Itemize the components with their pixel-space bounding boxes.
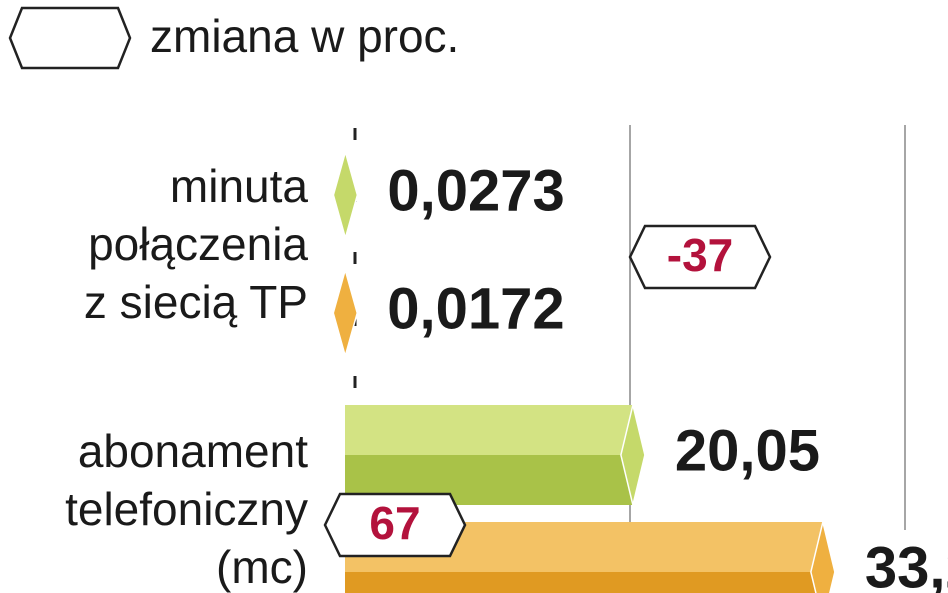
bar	[345, 405, 633, 505]
bar-cap	[810, 521, 836, 593]
category-line: (mc)	[216, 541, 308, 593]
category-line: połączenia	[88, 218, 308, 270]
value-label: 20,05	[675, 418, 820, 483]
bar-cap	[620, 404, 646, 506]
change-label: 67	[369, 497, 420, 549]
legend-symbol	[8, 6, 132, 70]
value-label: 0,0273	[387, 158, 564, 223]
bar-cap	[332, 149, 359, 241]
change-badge	[323, 492, 467, 558]
category-line: abonament	[78, 425, 308, 477]
category-line: z siecią TP	[84, 276, 308, 328]
value-label: 33,28	[865, 535, 948, 593]
category-line: telefoniczny	[65, 483, 308, 535]
category-label: abonament telefoniczny (mc)	[65, 425, 308, 593]
change-label: -37	[667, 229, 733, 281]
bar-cap	[332, 267, 359, 359]
legend-label: zmiana w proc.	[150, 10, 459, 62]
category-label: minuta połączenia z siecią TP	[84, 160, 309, 328]
value-label: 0,0172	[387, 276, 564, 341]
category-line: minuta	[170, 160, 308, 212]
change-badge	[628, 224, 772, 290]
